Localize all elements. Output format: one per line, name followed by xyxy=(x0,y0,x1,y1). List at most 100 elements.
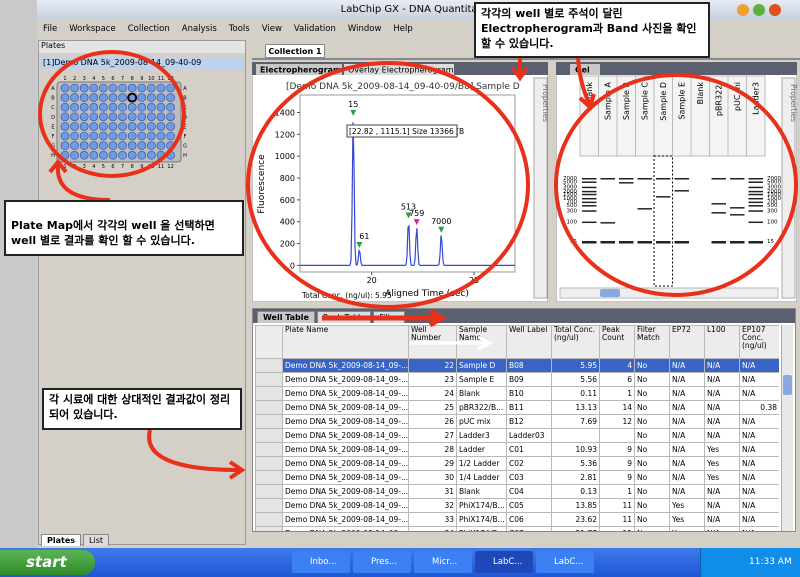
column-header[interactable]: Peak Count xyxy=(599,325,635,359)
well[interactable] xyxy=(79,102,89,112)
well[interactable] xyxy=(79,93,89,102)
well[interactable] xyxy=(118,122,127,131)
well[interactable] xyxy=(60,150,70,160)
column-header[interactable]: Plate Name xyxy=(282,325,409,359)
well[interactable] xyxy=(70,150,79,160)
well[interactable] xyxy=(99,131,108,141)
table-tab[interactable]: Well Table xyxy=(257,311,315,323)
menu-item[interactable]: Validation xyxy=(293,24,336,34)
well[interactable] xyxy=(118,131,127,141)
well[interactable] xyxy=(70,131,79,141)
column-header[interactable]: L100 xyxy=(704,325,740,359)
well[interactable] xyxy=(156,150,166,160)
well[interactable] xyxy=(60,102,70,112)
well[interactable] xyxy=(60,141,70,150)
well[interactable] xyxy=(89,131,99,141)
well[interactable] xyxy=(147,93,156,102)
menu-item[interactable]: View xyxy=(261,24,282,34)
well[interactable] xyxy=(99,150,108,160)
table-tab[interactable]: Peak Table xyxy=(316,311,372,323)
menu-item[interactable]: Analysis xyxy=(181,24,217,34)
well[interactable] xyxy=(166,112,175,122)
well[interactable] xyxy=(147,102,156,112)
well[interactable] xyxy=(156,83,166,93)
well[interactable] xyxy=(127,112,137,122)
table-row[interactable]: Demo DNA 5k_2009-08-14_09-... 32 PhiX174/B… xyxy=(255,498,779,513)
well[interactable] xyxy=(147,112,156,122)
scroll-thumb[interactable] xyxy=(783,375,792,395)
table-row[interactable]: Demo DNA 5k_2009-08-14_09-... 33 PhiX174/B… xyxy=(255,512,779,527)
table-row[interactable]: Demo DNA 5k_2009-08-14_09-... 28 Ladder C01… xyxy=(255,442,779,457)
table-row[interactable]: Demo DNA 5k_2009-08-14_09-... 30 1/4 Ladde… xyxy=(255,470,779,485)
start-button[interactable]: start xyxy=(0,550,95,575)
well[interactable] xyxy=(89,150,99,160)
well[interactable] xyxy=(79,141,89,150)
well[interactable] xyxy=(79,112,89,122)
well[interactable] xyxy=(147,122,156,131)
well[interactable] xyxy=(127,92,138,103)
well[interactable] xyxy=(79,122,89,131)
task-button[interactable]: Inbo... xyxy=(292,551,350,573)
well[interactable] xyxy=(60,131,70,141)
plate-item[interactable]: [1]Demo DNA 5k_2009-08-14_09-40-09 xyxy=(41,58,243,69)
well[interactable] xyxy=(108,122,118,131)
table-row[interactable]: Demo DNA 5k_2009-08-14_09-... 31 Blank C04 0… xyxy=(255,484,779,499)
column-header[interactable]: Well Number xyxy=(408,325,457,359)
scrollbar[interactable] xyxy=(559,287,779,299)
well[interactable] xyxy=(137,141,147,150)
well[interactable] xyxy=(108,131,118,141)
well[interactable] xyxy=(137,150,147,160)
column-header[interactable]: Well Label xyxy=(506,325,552,359)
minimize-button[interactable] xyxy=(737,4,749,16)
menu-item[interactable]: Help xyxy=(393,24,413,34)
well[interactable] xyxy=(127,83,137,93)
column-header[interactable]: Total Conc. (ng/ul) xyxy=(551,325,600,359)
well[interactable] xyxy=(166,83,175,93)
well[interactable] xyxy=(166,93,175,102)
well[interactable] xyxy=(166,141,175,150)
well[interactable] xyxy=(99,141,108,150)
well[interactable] xyxy=(79,131,89,141)
task-button[interactable]: LabC... xyxy=(475,551,533,573)
table-row[interactable]: Demo DNA 5k_2009-08-14_09-... 26 pUC mix B1… xyxy=(255,414,779,429)
well[interactable] xyxy=(99,83,108,93)
column-header[interactable]: EP107 Conc. (ng/ul) xyxy=(739,325,779,359)
well[interactable] xyxy=(127,150,137,160)
menu-item[interactable]: Collection xyxy=(127,24,170,34)
well[interactable] xyxy=(127,102,137,112)
well[interactable] xyxy=(108,102,118,112)
close-button[interactable] xyxy=(769,4,781,16)
well[interactable] xyxy=(108,112,118,122)
well[interactable] xyxy=(156,131,166,141)
well[interactable] xyxy=(89,93,99,102)
well[interactable] xyxy=(137,93,147,102)
well[interactable] xyxy=(89,102,99,112)
menu-item[interactable]: File xyxy=(43,24,58,34)
well[interactable] xyxy=(156,122,166,131)
well[interactable] xyxy=(99,112,108,122)
well[interactable] xyxy=(108,83,118,93)
well[interactable] xyxy=(156,141,166,150)
well[interactable] xyxy=(89,112,99,122)
scrollbar[interactable] xyxy=(781,325,793,531)
well[interactable] xyxy=(70,83,79,93)
well[interactable] xyxy=(79,83,89,93)
well[interactable] xyxy=(99,102,108,112)
scroll-thumb[interactable] xyxy=(600,289,620,297)
table-row[interactable]: Demo DNA 5k_2009-08-14_09-...34PhiX174/B… xyxy=(255,526,779,531)
table-row[interactable]: Demo DNA 5k_2009-08-14_09-... 25 pBR322/B.… xyxy=(255,400,779,415)
column-header[interactable]: Sample Name xyxy=(456,325,507,359)
table-row[interactable]: Demo DNA 5k_2009-08-14_09-... 29 1/2 Ladde… xyxy=(255,456,779,471)
well[interactable] xyxy=(147,141,156,150)
menu-item[interactable]: Tools xyxy=(228,24,250,34)
column-header[interactable]: Filter Match xyxy=(634,325,670,359)
well[interactable] xyxy=(99,122,108,131)
well[interactable] xyxy=(137,131,147,141)
well[interactable] xyxy=(137,102,147,112)
well[interactable] xyxy=(108,93,118,102)
well[interactable] xyxy=(79,150,89,160)
well[interactable] xyxy=(60,112,70,122)
well[interactable] xyxy=(166,122,175,131)
